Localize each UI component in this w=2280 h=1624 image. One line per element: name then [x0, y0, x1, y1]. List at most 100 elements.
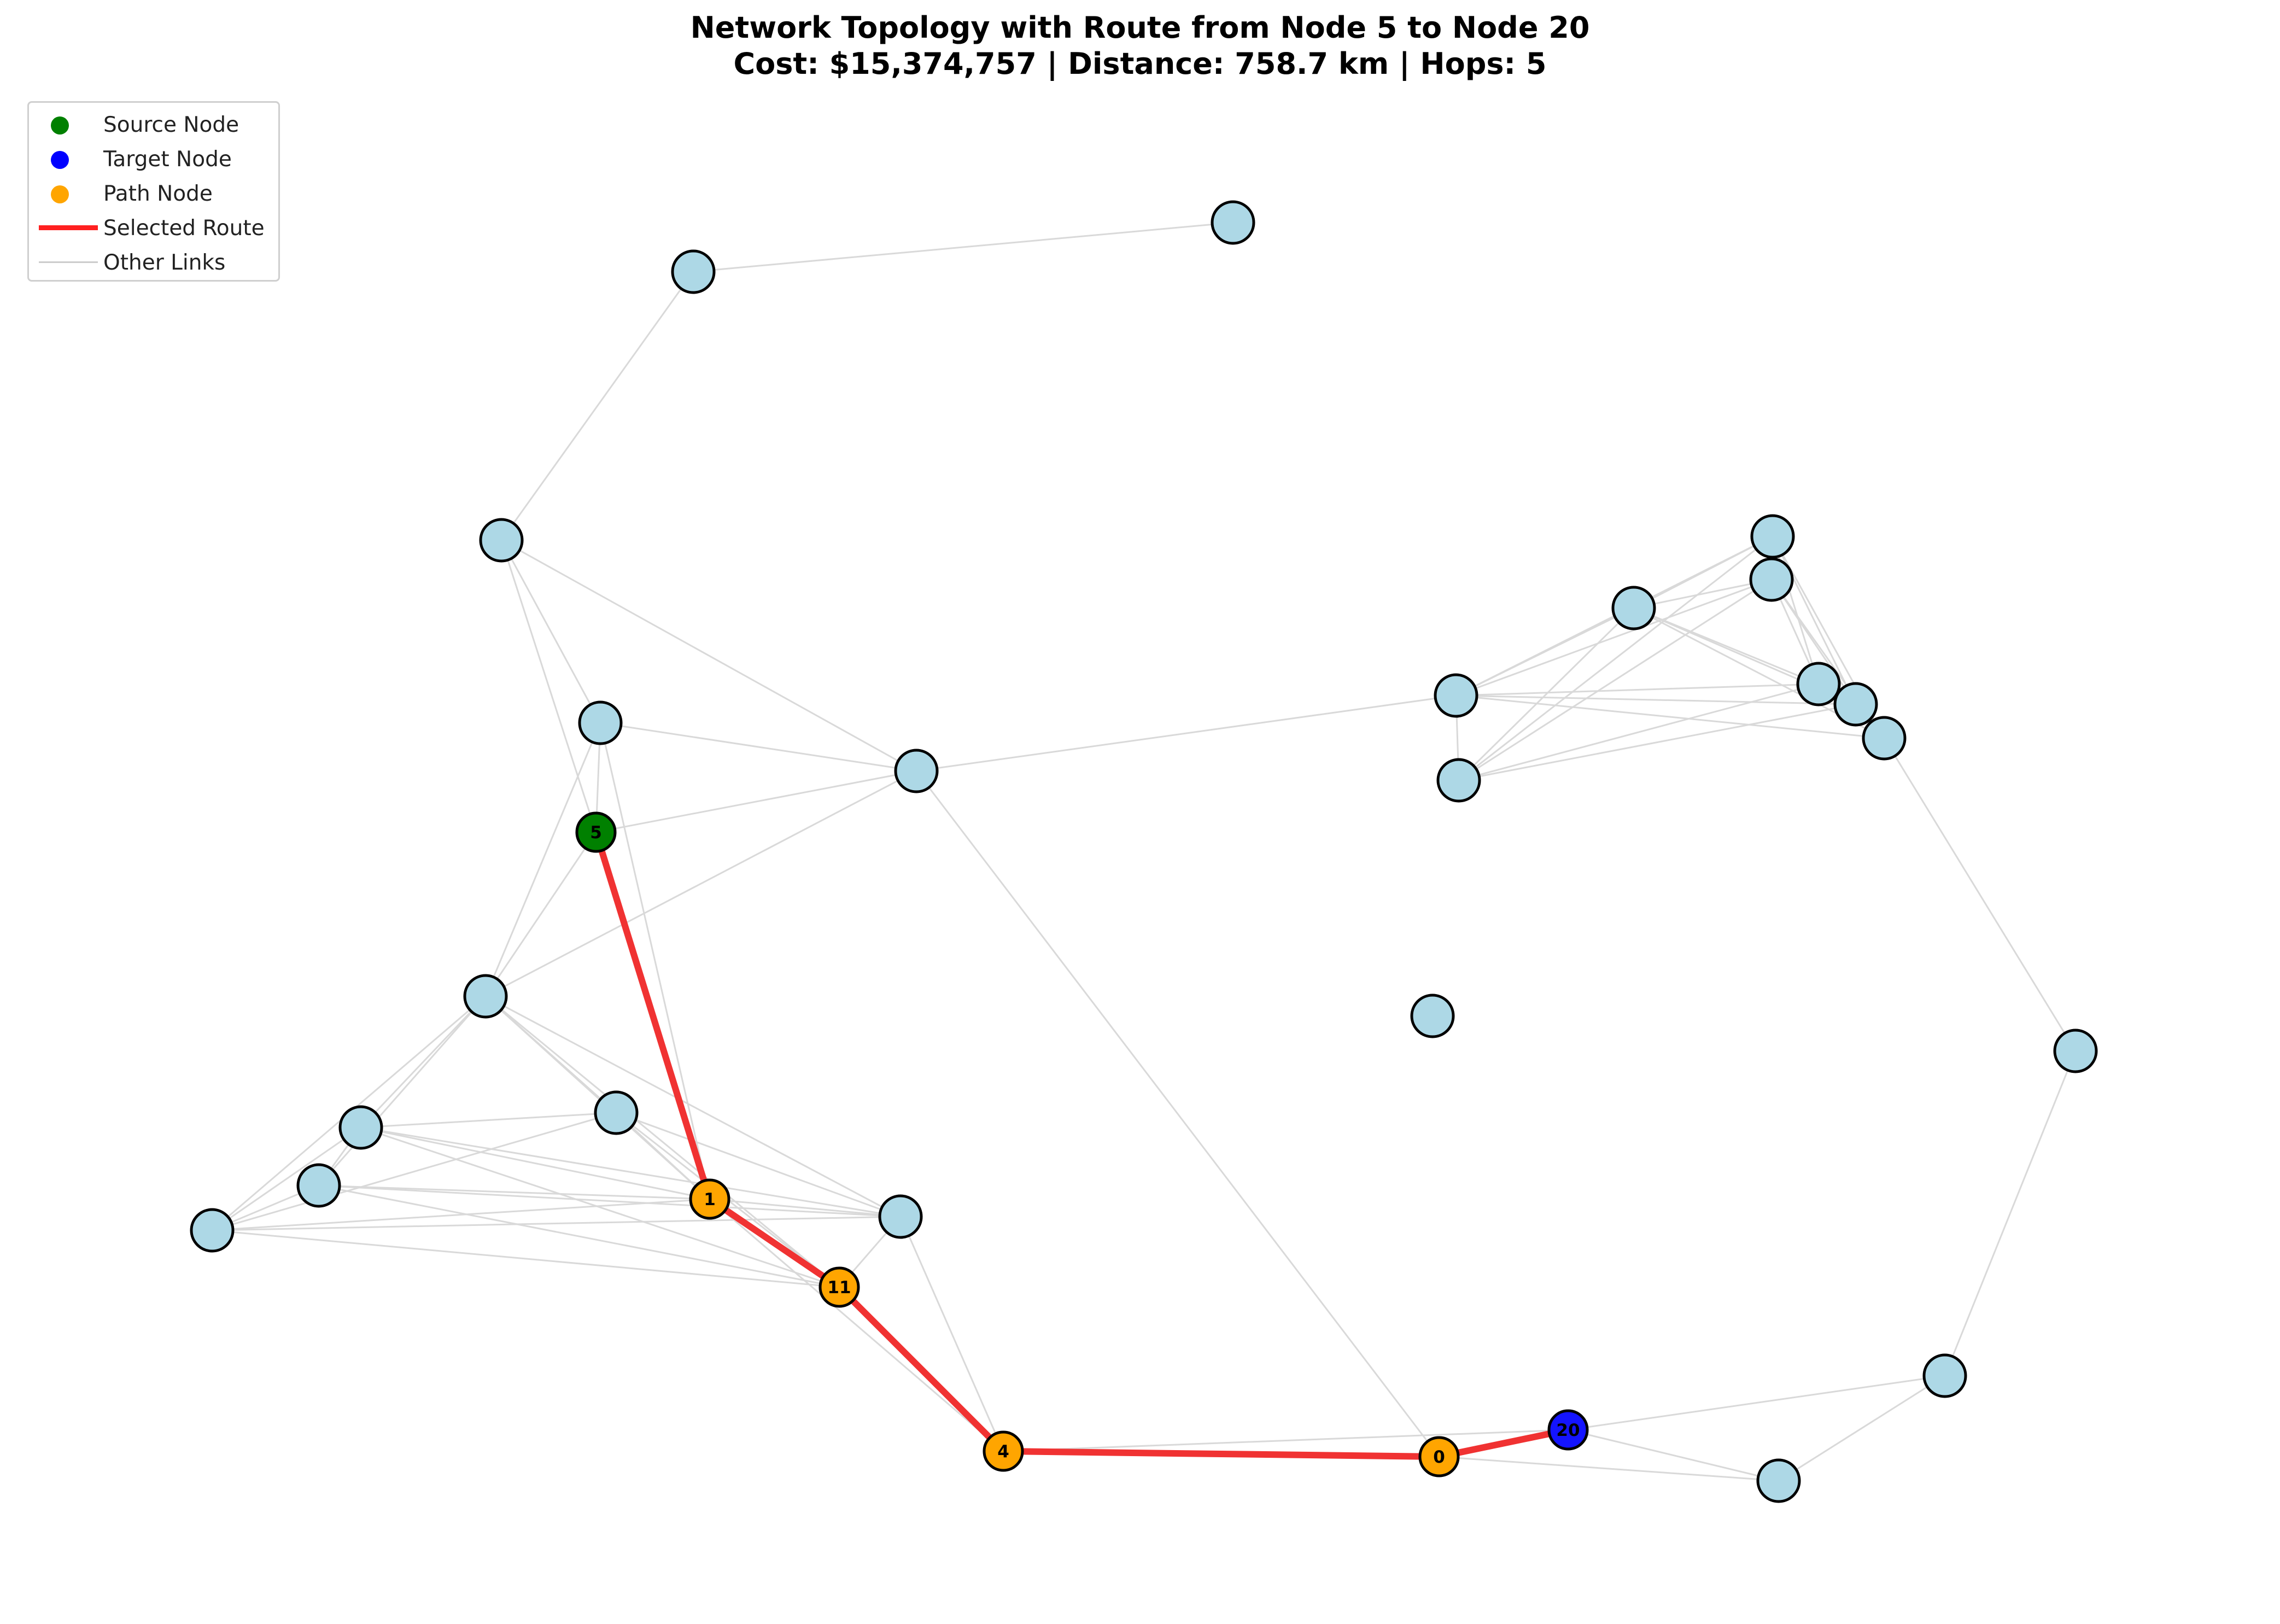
node-label: 11: [827, 1278, 851, 1298]
route-segment-11-4: [836, 1284, 1007, 1454]
path-node-marker: [51, 185, 69, 203]
link-11-j: [212, 1229, 840, 1288]
route-segment-0-20: [1436, 1427, 1571, 1460]
link-g-1: [360, 1126, 710, 1200]
link-f-g: [360, 995, 487, 1129]
legend-label: Target Node: [103, 147, 232, 172]
link-20-t: [1568, 1429, 1779, 1482]
link-s-l: [1458, 535, 1773, 781]
node-label: 4: [997, 1442, 1009, 1462]
node-i: [296, 1163, 341, 1208]
node-q: [1434, 673, 1478, 718]
node-circle: [1756, 1458, 1801, 1503]
node-circle: [1418, 1436, 1460, 1477]
node-circle: [594, 1090, 639, 1135]
link-q-n: [1455, 683, 1819, 697]
node-circle: [819, 1266, 860, 1308]
node-o: [1833, 682, 1878, 727]
node-label: 1: [704, 1190, 716, 1210]
node-circle: [578, 700, 623, 745]
node-u: [1922, 1353, 1967, 1398]
chart-title: Network Topology with Route from Node 5 …: [0, 10, 2280, 82]
node-circle: [575, 811, 617, 853]
link-d-1: [599, 722, 711, 1200]
link-q-o: [1455, 694, 1856, 705]
node-d: [578, 700, 623, 745]
link-g-k: [360, 1126, 901, 1218]
node-20: 20: [1547, 1409, 1589, 1451]
legend-item-selected-route: Selected Route: [29, 212, 278, 244]
node-circle: [1436, 758, 1481, 803]
link-f-i: [318, 996, 487, 1186]
link-i-1: [318, 1184, 710, 1200]
node-circle: [878, 1194, 923, 1239]
node-circle: [1922, 1353, 1967, 1398]
node-v: [2053, 1029, 2098, 1073]
node-l: [1750, 514, 1795, 559]
link-r-s: [1458, 607, 1635, 781]
legend-item-path-node: Path Node: [29, 177, 278, 210]
link-t-u: [1778, 1375, 1945, 1482]
node-circle: [1749, 557, 1794, 602]
link-20-u: [1568, 1375, 1945, 1431]
link-h-j: [212, 1112, 617, 1231]
other-links-marker: [39, 261, 98, 263]
link-r-m: [1633, 579, 1772, 609]
link-q-m: [1455, 579, 1772, 697]
link-g-j: [212, 1126, 361, 1231]
node-1: 1: [689, 1178, 730, 1220]
title-line-2: Cost: $15,374,757 | Distance: 758.7 km |…: [733, 46, 1547, 81]
link-b-c: [500, 271, 694, 541]
target-node-marker: [51, 151, 69, 169]
legend-label: Path Node: [103, 182, 213, 206]
link-e-f: [485, 770, 917, 997]
node-c: [479, 518, 524, 563]
legend-label: Selected Route: [103, 216, 265, 241]
node-f: [463, 974, 508, 1019]
source-node-marker: [51, 116, 69, 135]
selected-route-marker: [39, 225, 98, 230]
link-s-n: [1458, 683, 1819, 781]
node-b: [671, 249, 716, 294]
node-a: [1211, 200, 1255, 245]
legend-item-other-links: Other Links: [29, 246, 278, 279]
node-m: [1749, 557, 1794, 602]
node-k: [878, 1194, 923, 1239]
link-c-e: [501, 539, 917, 772]
link-1-4: [709, 1198, 1004, 1452]
node-circle: [689, 1178, 730, 1220]
node-circle: [1410, 994, 1455, 1038]
link-q-p: [1455, 694, 1885, 739]
node-label: 20: [1556, 1421, 1580, 1440]
route-segment-1-11: [706, 1196, 843, 1290]
node-label: 5: [590, 823, 602, 843]
node-circle: [1547, 1409, 1589, 1451]
link-r-l: [1633, 535, 1773, 609]
link-e-0: [915, 770, 1440, 1457]
legend: Source Node Target Node Path Node Select…: [27, 101, 280, 282]
node-circle: [1833, 682, 1878, 727]
legend-item-target-node: Target Node: [29, 143, 278, 176]
node-label: 0: [1433, 1447, 1445, 1467]
link-v-p: [1883, 738, 2077, 1051]
link-k-4: [899, 1216, 1004, 1452]
node-circle: [479, 518, 524, 563]
link-g-11: [360, 1126, 840, 1288]
node-circle: [894, 749, 939, 793]
node-h: [594, 1090, 639, 1135]
node-5: 5: [575, 811, 617, 853]
link-e-q: [916, 694, 1457, 772]
link-e-5: [595, 770, 917, 833]
node-0: 0: [1418, 1436, 1460, 1477]
legend-item-source-node: Source Node: [29, 108, 278, 141]
link-5-f: [484, 832, 597, 997]
title-line-1: Network Topology with Route from Node 5 …: [690, 10, 1590, 45]
node-circle: [338, 1105, 383, 1150]
node-p: [1862, 716, 1907, 761]
link-d-f: [484, 722, 601, 997]
node-s: [1436, 758, 1481, 803]
link-g-h: [360, 1112, 617, 1129]
link-c-d: [500, 540, 601, 723]
node-circle: [1611, 586, 1656, 630]
link-f-k: [485, 995, 901, 1218]
